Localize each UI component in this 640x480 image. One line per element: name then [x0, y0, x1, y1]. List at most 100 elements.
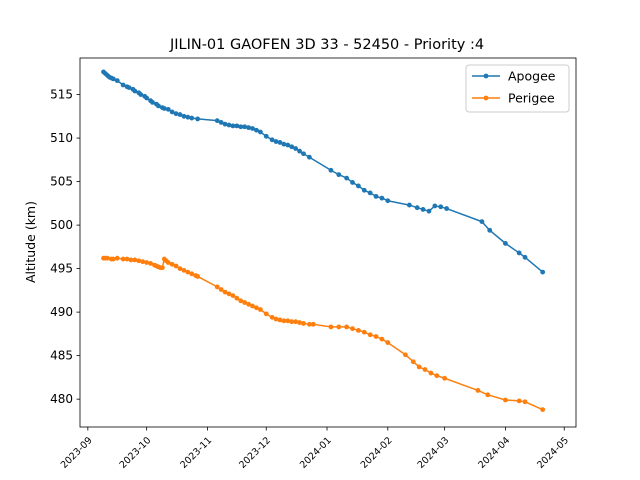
data-point-perigee — [361, 329, 367, 335]
data-point-perigee — [230, 293, 236, 298]
data-point-perigee — [281, 318, 287, 324]
y-tick-label: 510 — [50, 131, 73, 145]
data-point-perigee — [144, 260, 150, 265]
data-point-perigee — [355, 328, 361, 333]
data-point-apogee — [230, 123, 236, 129]
data-point-apogee — [432, 203, 438, 209]
data-point-perigee — [185, 269, 191, 275]
y-axis: 480 485 490 495 500 505 510 515 — [50, 88, 80, 406]
data-point-perigee — [293, 319, 299, 325]
data-point-apogee — [242, 124, 248, 130]
data-point-apogee — [214, 118, 220, 124]
y-tick-label: 495 — [50, 262, 73, 276]
data-point-perigee — [250, 303, 255, 309]
data-point-apogee — [257, 129, 263, 135]
data-point-perigee — [310, 321, 316, 327]
data-point-apogee — [350, 180, 355, 185]
data-point-perigee — [254, 305, 259, 311]
data-point-perigee — [297, 320, 302, 325]
data-point-perigee — [350, 326, 355, 332]
data-point-perigee — [522, 399, 528, 405]
data-point-apogee — [285, 142, 291, 148]
data-point-apogee — [269, 137, 275, 143]
legend-item-perigee: Perigee — [472, 91, 555, 106]
data-point-perigee — [336, 324, 342, 330]
data-point-perigee — [132, 257, 138, 263]
data-point-apogee — [138, 92, 144, 97]
data-point-apogee — [114, 78, 120, 84]
data-point-perigee — [169, 261, 175, 267]
data-point-apogee — [301, 151, 306, 157]
data-point-perigee — [159, 265, 165, 271]
data-point-apogee — [132, 88, 138, 94]
data-point-apogee — [161, 106, 167, 111]
data-point-apogee — [254, 127, 259, 133]
data-point-perigee — [410, 359, 416, 365]
data-point-perigee — [128, 257, 134, 263]
data-point-perigee — [385, 340, 391, 345]
data-point-apogee — [297, 148, 302, 154]
data-point-perigee — [475, 388, 481, 393]
data-point-apogee — [293, 146, 299, 151]
data-point-perigee — [218, 287, 224, 292]
data-point-perigee — [434, 373, 440, 379]
data-point-apogee — [150, 99, 155, 105]
plot-border — [79, 57, 577, 428]
data-point-perigee — [148, 260, 153, 266]
data-point-perigee — [269, 314, 275, 320]
data-point-perigee — [485, 392, 491, 398]
axes-frame — [79, 57, 577, 428]
data-point-perigee — [540, 407, 546, 412]
data-point-perigee — [226, 291, 232, 297]
data-point-perigee — [273, 316, 279, 322]
data-point-perigee — [120, 256, 126, 262]
data-point-apogee — [328, 167, 334, 173]
data-point-apogee — [516, 250, 522, 256]
data-point-apogee — [185, 114, 191, 120]
data-point-apogee — [273, 139, 279, 144]
data-point-apogee — [110, 76, 116, 82]
y-axis-label: Altitude (km) — [23, 201, 38, 283]
data-point-perigee — [373, 334, 379, 339]
data-point-perigee — [328, 324, 334, 330]
data-point-apogee — [379, 195, 385, 201]
data-point-apogee — [361, 187, 367, 193]
data-point-perigee — [173, 263, 179, 269]
data-point-perigee — [403, 352, 408, 358]
data-point-perigee — [238, 298, 244, 304]
data-point-perigee — [136, 258, 142, 264]
data-point-perigee — [124, 256, 130, 262]
data-point-apogee — [238, 124, 244, 130]
data-point-apogee — [540, 269, 546, 275]
data-point-apogee — [344, 175, 350, 181]
y-tick-label: 505 — [50, 175, 73, 189]
data-point-apogee — [522, 254, 528, 260]
data-point-apogee — [195, 116, 201, 122]
legend-label: Perigee — [508, 91, 555, 106]
y-tick-label: 500 — [50, 218, 73, 232]
data-point-apogee — [479, 219, 485, 225]
data-point-perigee — [442, 375, 448, 381]
data-point-apogee — [177, 112, 183, 117]
data-point-perigee — [110, 256, 116, 262]
y-tick-label: 515 — [50, 88, 73, 102]
data-point-apogee — [444, 206, 450, 211]
data-point-perigee — [428, 370, 434, 376]
data-point-apogee — [246, 125, 252, 131]
data-point-apogee — [336, 172, 342, 178]
data-point-apogee — [420, 207, 426, 212]
data-point-apogee — [355, 183, 361, 189]
legend-item-apogee: Apogee — [472, 69, 556, 84]
data-point-perigee — [516, 398, 522, 404]
data-point-apogee — [414, 205, 420, 211]
data-point-perigee — [416, 364, 422, 370]
data-point-apogee — [218, 120, 224, 125]
data-point-apogee — [406, 202, 412, 208]
data-point-perigee — [277, 317, 283, 323]
data-point-apogee — [373, 193, 379, 199]
data-point-perigee — [140, 259, 146, 265]
data-point-apogee — [487, 227, 493, 233]
data-point-perigee — [367, 332, 373, 338]
data-point-perigee — [234, 295, 240, 301]
